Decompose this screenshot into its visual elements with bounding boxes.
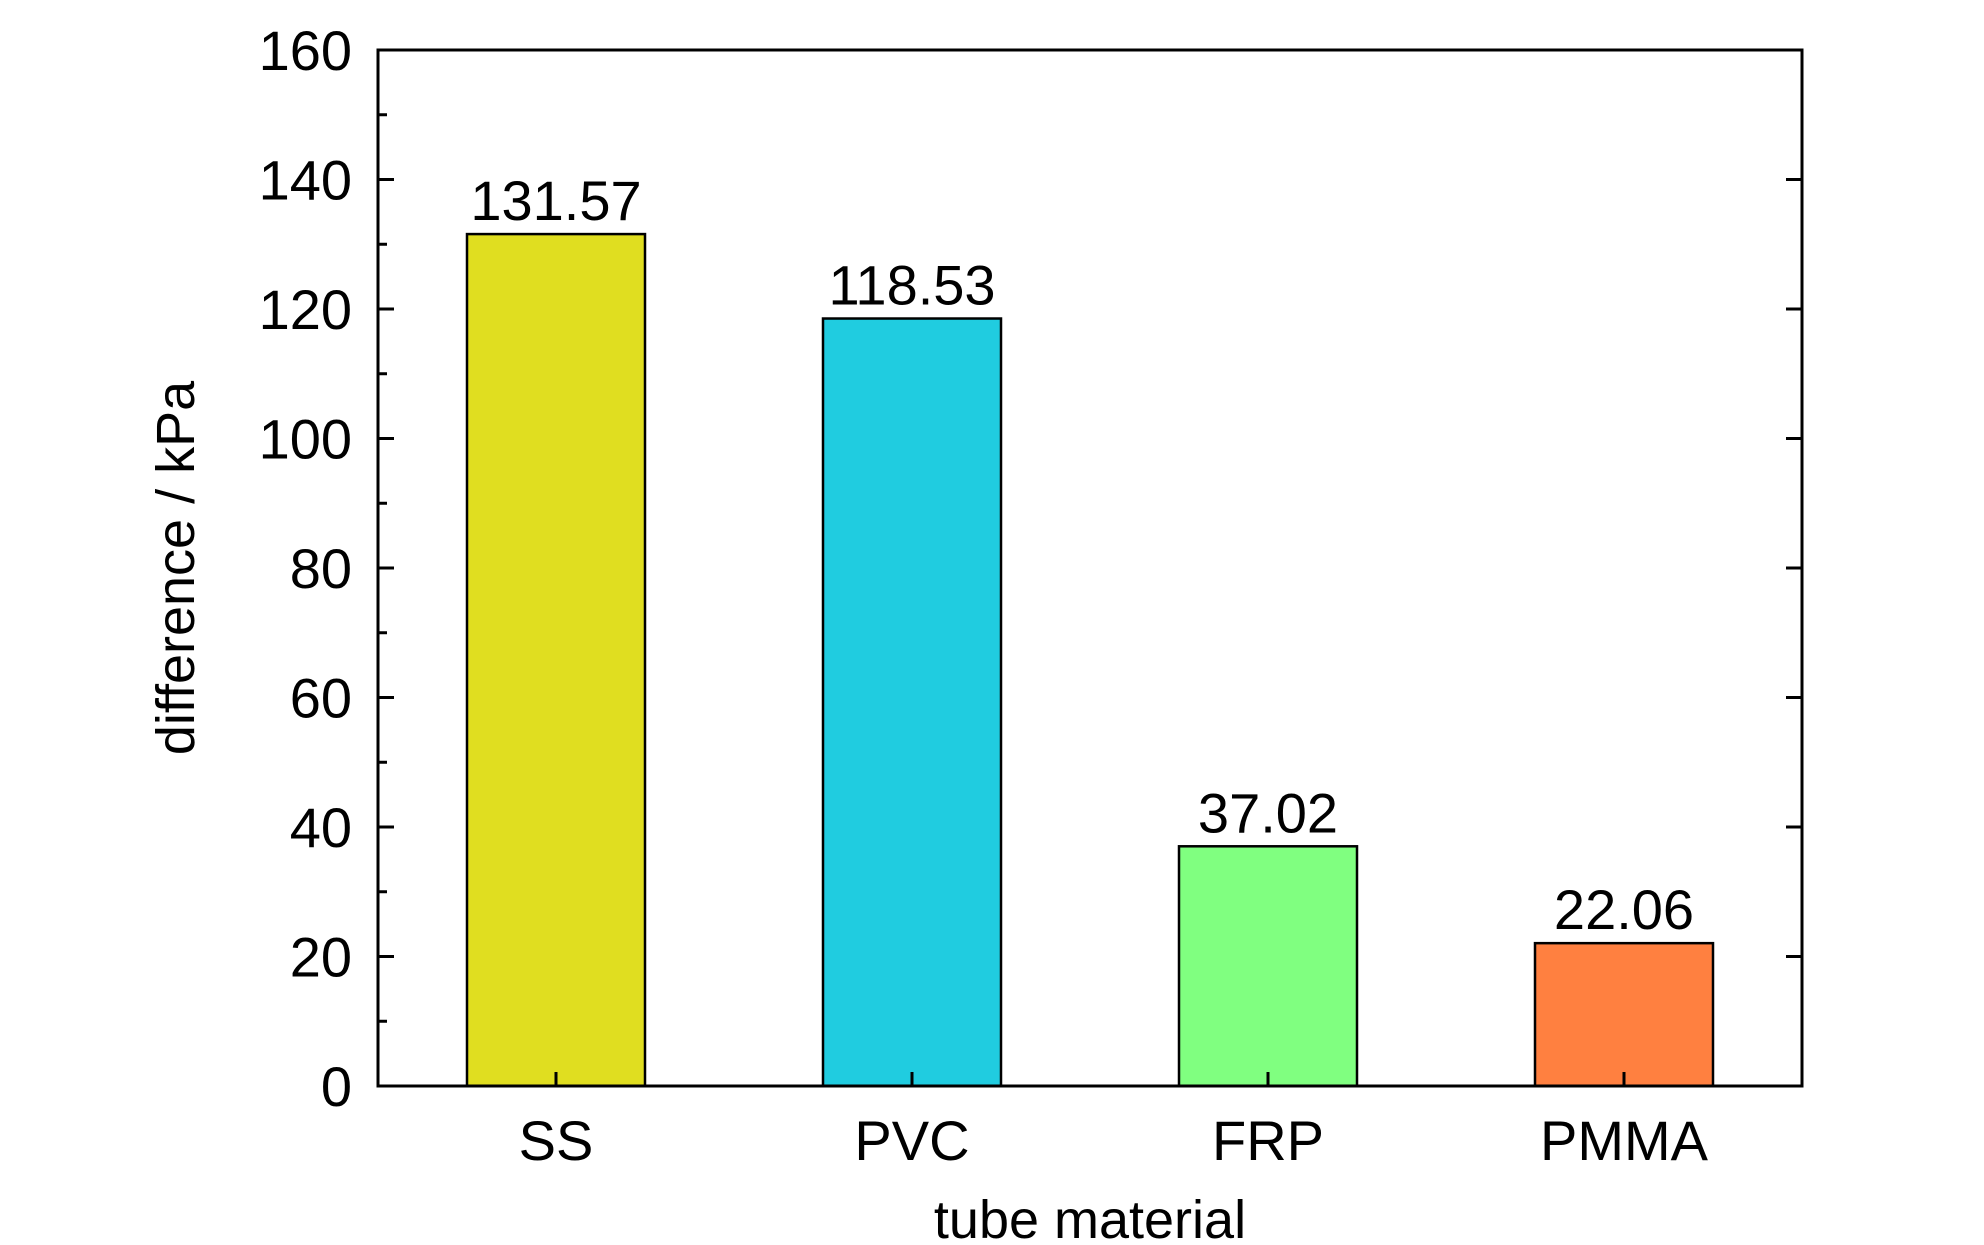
y-axis: 0 20 40 60 80 100 120 140 160: [259, 19, 1802, 1118]
x-tick-label-pmma: PMMA: [1540, 1109, 1709, 1172]
y-tick-label: 80: [290, 537, 352, 600]
bar-pvc: [821, 317, 1003, 1088]
y-axis-label: difference / kPa: [146, 380, 206, 755]
y-tick-label: 100: [259, 408, 352, 471]
x-tick-label-frp: FRP: [1212, 1109, 1324, 1172]
x-tick-label-ss: SS: [519, 1109, 594, 1172]
y-tick-label: 60: [290, 667, 352, 730]
x-axis: SS PVC FRP PMMA: [519, 1072, 1709, 1172]
value-labels-layer: 131.57 118.53 37.02 22.06: [470, 169, 1694, 941]
value-label-ss: 131.57: [470, 169, 641, 232]
value-label-frp: 37.02: [1198, 781, 1338, 844]
y-tick-label: 120: [259, 278, 352, 341]
y-tick-label: 20: [290, 926, 352, 989]
bar-frp: [1177, 845, 1359, 1088]
y-tick-label: 160: [259, 19, 352, 82]
x-axis-label: tube material: [934, 1190, 1246, 1240]
y-tick-label: 140: [259, 149, 352, 212]
bar-pmma: [1533, 941, 1715, 1088]
bar-ss: [465, 232, 647, 1088]
y-tick-label: 40: [290, 796, 352, 859]
y-tick-label: 0: [321, 1055, 352, 1118]
value-label-pmma: 22.06: [1554, 878, 1694, 941]
x-tick-label-pvc: PVC: [854, 1109, 969, 1172]
value-label-pvc: 118.53: [828, 254, 995, 317]
bars-layer: [465, 232, 1715, 1088]
